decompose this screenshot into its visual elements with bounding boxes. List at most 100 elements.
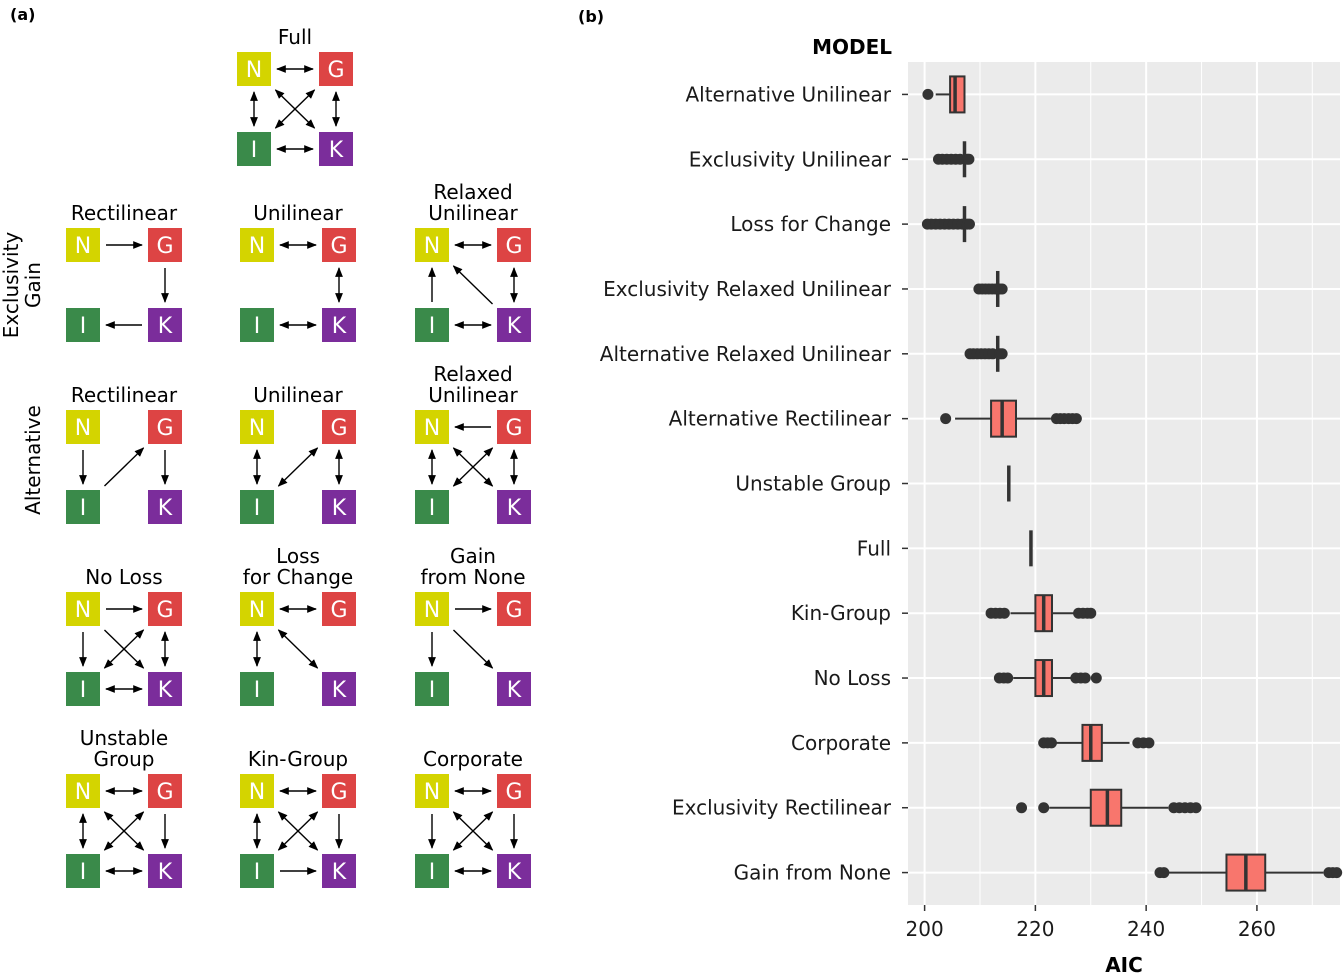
node-N <box>66 774 100 808</box>
node-K <box>148 854 182 888</box>
outlier-point <box>922 88 934 100</box>
node-letter: K <box>332 678 347 703</box>
node-letter: K <box>158 678 173 703</box>
category-label: Kin-Group <box>791 601 891 625</box>
node-letter: G <box>330 780 347 805</box>
box-group <box>940 399 1082 438</box>
box-group <box>973 270 1008 307</box>
node-letter: I <box>254 314 261 339</box>
transition-arrow <box>277 811 319 851</box>
category-label: Unstable Group <box>735 472 891 496</box>
box-group <box>1038 723 1155 762</box>
transition-arrow <box>277 447 319 487</box>
node-letter: N <box>249 598 265 623</box>
node-letter: G <box>156 598 173 623</box>
diagram-title: Gain <box>450 544 496 568</box>
outlier-point <box>1158 867 1170 879</box>
transition-diagram: Unilinear N G I K <box>240 201 356 342</box>
node-G <box>148 228 182 262</box>
row-label-line: Gain <box>21 262 45 308</box>
node-letter: N <box>424 234 440 259</box>
diagram-title: Loss <box>276 544 320 568</box>
row-label: Alternative <box>21 405 45 515</box>
node-I <box>415 490 449 524</box>
category-label: Full <box>857 536 891 560</box>
node-G <box>148 410 182 444</box>
x-tick-label: 200 <box>906 917 944 941</box>
node-I <box>240 490 274 524</box>
node-letter: K <box>507 860 522 885</box>
node-I <box>66 308 100 342</box>
category-label: Gain from None <box>734 861 891 885</box>
node-letter: I <box>80 314 87 339</box>
node-letter: K <box>507 678 522 703</box>
box-group <box>985 594 1097 633</box>
outlier-point <box>1038 802 1050 814</box>
transition-arrow <box>452 447 494 487</box>
node-letter: G <box>330 598 347 623</box>
node-G <box>497 410 531 444</box>
category-label: No Loss <box>814 666 891 690</box>
diagram-title: Unilinear <box>253 383 343 407</box>
node-I <box>240 854 274 888</box>
diagram-title: Rectilinear <box>71 383 178 407</box>
outlier-point <box>940 413 952 425</box>
node-K <box>148 490 182 524</box>
x-tick-label: 220 <box>1016 917 1054 941</box>
box-group <box>1016 788 1202 827</box>
node-letter: N <box>75 234 91 259</box>
node-letter: G <box>505 234 522 259</box>
node-letter: N <box>249 416 265 441</box>
node-I <box>66 854 100 888</box>
transition-arrow <box>103 447 145 487</box>
transition-diagram: Kin-Group N G I K <box>240 747 356 888</box>
node-N <box>237 52 271 86</box>
node-K <box>497 672 531 706</box>
node-letter: G <box>156 416 173 441</box>
node-letter: K <box>329 138 344 163</box>
node-letter: I <box>254 860 261 885</box>
node-K <box>148 308 182 342</box>
diagram-title: for Change <box>243 565 353 589</box>
transition-diagram: No Loss N G I K <box>66 565 182 706</box>
node-letter: G <box>330 234 347 259</box>
diagram-title: Unilinear <box>253 201 343 225</box>
transition-arrow <box>103 629 145 669</box>
node-letter: I <box>429 496 436 521</box>
category-label: Alternative Unilinear <box>685 82 891 106</box>
box-group <box>1154 853 1343 892</box>
node-letter: G <box>156 234 173 259</box>
node-letter: N <box>424 598 440 623</box>
node-K <box>497 308 531 342</box>
node-letter: G <box>505 416 522 441</box>
transition-arrow <box>274 89 316 129</box>
category-label: Alternative Rectilinear <box>669 407 892 431</box>
node-G <box>148 592 182 626</box>
diagram-title: Group <box>94 747 155 771</box>
diagram-title: Relaxed <box>433 362 512 386</box>
diagram-title: Rectilinear <box>71 201 178 225</box>
outlier-point <box>1016 802 1028 814</box>
node-letter: I <box>80 678 87 703</box>
outlier-point <box>1190 802 1202 814</box>
box-group <box>932 141 975 178</box>
node-N <box>66 592 100 626</box>
transition-diagram: Corporate N G I K <box>415 747 531 888</box>
node-G <box>322 592 356 626</box>
box <box>949 75 966 114</box>
diagram-title: Unilinear <box>428 201 518 225</box>
transition-arrow <box>452 265 494 305</box>
node-letter: K <box>158 314 173 339</box>
node-K <box>497 490 531 524</box>
node-N <box>415 410 449 444</box>
node-letter: N <box>75 780 91 805</box>
outlier-point <box>996 348 1008 360</box>
outlier-point <box>963 153 975 165</box>
category-label: Exclusivity Rectilinear <box>672 796 892 820</box>
node-N <box>415 774 449 808</box>
node-letter: K <box>332 496 347 521</box>
row-label-line: Alternative <box>21 405 45 515</box>
